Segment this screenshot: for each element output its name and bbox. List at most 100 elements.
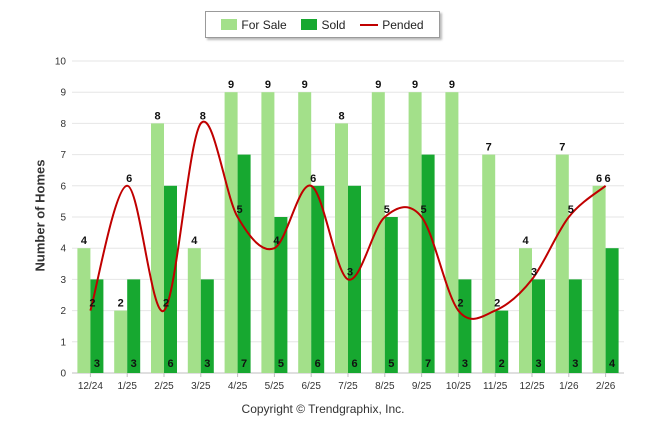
bar-sold — [384, 217, 398, 373]
data-label-for-sale: 6 — [596, 173, 602, 185]
bar-for-sale — [224, 92, 238, 373]
data-label-sold: 3 — [204, 358, 210, 370]
bar-for-sale — [187, 248, 201, 373]
bar-sold — [568, 279, 582, 373]
legend-swatch-for-sale — [221, 19, 238, 30]
y-tick-label: 6 — [60, 181, 66, 192]
y-tick-label: 8 — [60, 119, 66, 130]
bar-for-sale — [335, 123, 348, 374]
chart-legend: For Sale Sold Pended — [205, 11, 440, 38]
legend-label-pended: Pended — [382, 17, 424, 32]
legend-swatch-sold — [301, 19, 318, 30]
data-label-sold: 3 — [462, 358, 468, 370]
y-tick-label: 4 — [60, 244, 66, 255]
data-label-for-sale: 7 — [486, 142, 492, 154]
bar-sold — [90, 279, 104, 373]
bar-sold — [311, 185, 325, 373]
data-label-for-sale: 9 — [302, 79, 308, 91]
bar-sold — [532, 279, 545, 373]
data-label-pended: 6 — [310, 173, 316, 185]
legend-label-sold: Sold — [321, 17, 346, 32]
bar-for-sale — [482, 154, 496, 373]
data-label-for-sale: 9 — [375, 79, 381, 91]
data-label-sold: 3 — [572, 358, 578, 370]
legend-swatch-pended — [360, 23, 379, 26]
x-tick-label: 12/24 — [78, 381, 103, 392]
x-tick-label: 5/25 — [265, 381, 285, 392]
y-tick-label: 10 — [55, 57, 67, 68]
data-label-pended: 4 — [273, 235, 280, 247]
y-tick-label: 1 — [60, 337, 66, 348]
x-tick-label: 2/26 — [596, 381, 616, 392]
legend-label-for-sale: For Sale — [241, 17, 287, 32]
data-label-for-sale: 4 — [191, 235, 198, 247]
bar-sold — [348, 185, 361, 373]
line-pended — [89, 120, 607, 320]
data-label-pended: 8 — [200, 110, 206, 122]
y-tick-label: 2 — [60, 306, 66, 317]
data-label-sold: 6 — [315, 358, 321, 370]
data-label-for-sale: 9 — [449, 79, 455, 91]
x-tick-label: 8/25 — [375, 381, 395, 392]
bar-sold — [127, 279, 141, 373]
x-tick-label: 6/25 — [301, 381, 321, 392]
x-tick-label: 11/25 — [483, 381, 508, 392]
x-tick-label: 2/25 — [154, 381, 174, 392]
bar-for-sale — [408, 92, 422, 373]
bar-sold — [274, 217, 288, 373]
data-label-sold: 2 — [499, 358, 505, 370]
legend-item-pended[interactable]: Pended — [360, 17, 424, 32]
data-label-for-sale: 8 — [338, 110, 344, 122]
bar-for-sale — [371, 92, 385, 373]
legend-item-for-sale[interactable]: For Sale — [221, 17, 287, 32]
bar-for-sale — [298, 92, 312, 373]
bar-for-sale — [555, 154, 569, 373]
bar-sold — [421, 154, 435, 373]
data-label-sold: 3 — [535, 358, 541, 370]
bar-sold — [200, 279, 214, 373]
data-label-pended: 2 — [89, 298, 95, 310]
data-label-for-sale: 4 — [522, 235, 529, 247]
bar-for-sale — [261, 92, 275, 373]
legend-item-sold[interactable]: Sold — [301, 18, 345, 32]
y-tick-label: 5 — [60, 213, 66, 224]
bar-for-sale — [77, 248, 91, 373]
data-label-pended: 5 — [568, 204, 574, 216]
data-label-sold: 3 — [131, 358, 137, 370]
bar-for-sale — [151, 123, 164, 374]
bar-sold — [495, 310, 509, 373]
data-label-pended: 2 — [457, 298, 463, 310]
data-label-sold: 6 — [167, 358, 173, 370]
x-tick-label: 4/25 — [228, 381, 248, 392]
bar-for-sale — [592, 185, 606, 373]
data-label-sold: 6 — [351, 358, 357, 370]
data-label-pended: 6 — [126, 173, 132, 185]
data-label-sold: 3 — [94, 358, 100, 370]
bar-sold — [605, 248, 619, 373]
data-label-pended: 3 — [347, 266, 353, 278]
data-label-for-sale: 7 — [559, 142, 565, 154]
y-axis-label: Number of Homes — [32, 159, 48, 272]
x-tick-label: 10/25 — [446, 381, 471, 392]
x-tick-label: 1/25 — [117, 381, 137, 392]
bar-sold — [164, 185, 177, 373]
data-label-pended: 5 — [237, 204, 243, 216]
data-label-pended: 6 — [605, 173, 611, 185]
bar-for-sale — [114, 310, 128, 373]
x-tick-label: 7/25 — [338, 381, 358, 392]
y-tick-label: 7 — [60, 150, 66, 161]
x-tick-label: 1/26 — [559, 381, 579, 392]
bar-sold — [458, 279, 472, 373]
x-tick-label: 9/25 — [412, 381, 432, 392]
data-label-for-sale: 9 — [228, 79, 234, 91]
data-label-sold: 4 — [609, 358, 616, 370]
data-label-for-sale: 9 — [265, 79, 271, 91]
x-tick-label: 3/25 — [191, 381, 211, 392]
y-tick-label: 3 — [60, 275, 66, 286]
data-label-for-sale: 4 — [81, 235, 88, 247]
data-label-pended: 5 — [384, 204, 390, 216]
data-label-sold: 7 — [241, 358, 247, 370]
data-label-for-sale: 8 — [154, 110, 160, 122]
data-label-pended: 5 — [421, 204, 427, 216]
